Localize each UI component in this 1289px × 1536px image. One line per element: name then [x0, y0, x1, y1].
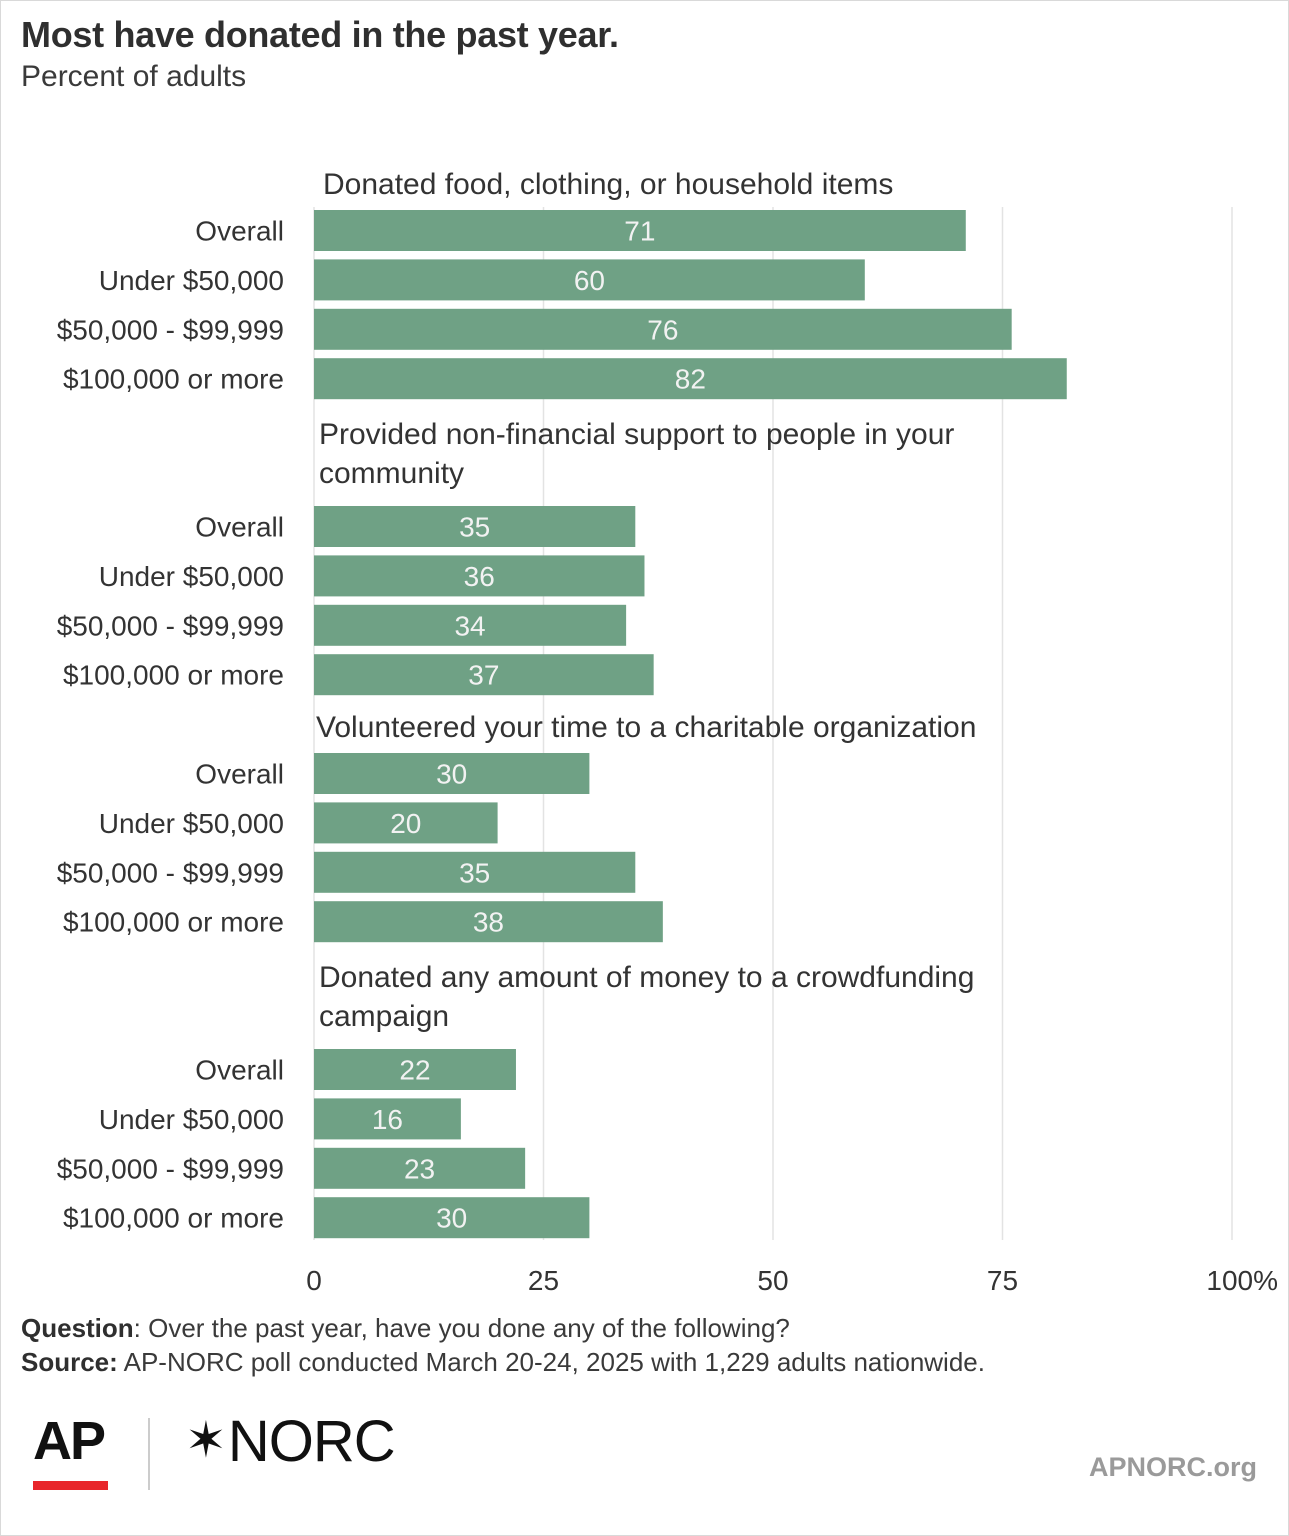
category-label-1-3: $100,000 or more [63, 660, 284, 691]
category-label-1-0: Overall [195, 512, 284, 543]
bar-value-3-1: 16 [372, 1104, 403, 1135]
category-label-2-0: Overall [195, 759, 284, 790]
x-tick-label-1: 25 [528, 1265, 559, 1296]
question-text: : Over the past year, have you done any … [133, 1313, 790, 1343]
bar-1-0 [314, 506, 636, 547]
bar-3-3 [314, 1197, 590, 1239]
bar-1-2 [314, 604, 627, 646]
ap-logo-underline [33, 1481, 108, 1490]
bar-value-2-1: 20 [390, 808, 421, 839]
bar-1-3 [314, 654, 654, 696]
x-tick-label-3: 75 [987, 1265, 1018, 1296]
category-label-3-3: $100,000 or more [63, 1203, 284, 1234]
source-text: AP-NORC poll conducted March 20-24, 2025… [117, 1347, 985, 1377]
bar-value-3-3: 30 [436, 1203, 467, 1234]
norc-logo: ✶NORC [185, 1408, 396, 1475]
bar-3-2 [314, 1147, 526, 1189]
norc-logo-text: NORC [227, 1409, 396, 1474]
group-title-0-line-0: Donated food, clothing, or household ite… [323, 168, 893, 201]
website-link[interactable]: APNORC.org [1089, 1452, 1257, 1482]
bar-value-3-2: 23 [404, 1153, 435, 1184]
bar-0-3 [314, 358, 1067, 400]
bar-value-2-0: 30 [436, 759, 467, 790]
category-label-1-2: $50,000 - $99,999 [57, 610, 284, 641]
source-label: Source: [21, 1347, 118, 1377]
bar-value-0-2: 76 [647, 314, 678, 345]
group-title-3-line-1: campaign [319, 1000, 449, 1033]
x-tick-label-4: 100% [1206, 1265, 1278, 1296]
source-note: Source: AP-NORC poll conducted March 20-… [21, 1347, 985, 1378]
category-label-0-3: $100,000 or more [63, 364, 284, 395]
category-label-0-0: Overall [195, 216, 284, 247]
bar-1-1 [314, 555, 645, 597]
norc-star-icon: ✶ [185, 1412, 227, 1468]
category-label-0-2: $50,000 - $99,999 [57, 314, 284, 345]
chart-subtitle: Percent of adults [21, 60, 247, 93]
bar-value-1-3: 37 [468, 660, 499, 691]
category-label-3-0: Overall [195, 1055, 284, 1086]
bar-2-1 [314, 802, 498, 844]
bar-chart: Donated food, clothing, or household ite… [57, 168, 1278, 1296]
category-label-2-2: $50,000 - $99,999 [57, 857, 284, 888]
group-title-1-line-0: Provided non-financial support to people… [319, 418, 954, 451]
bar-0-2 [314, 308, 1012, 350]
bar-value-2-2: 35 [459, 857, 490, 888]
logo-divider [148, 1418, 150, 1490]
chart-title: Most have donated in the past year. [21, 14, 619, 55]
question-label: Question [21, 1313, 134, 1343]
bar-value-1-2: 34 [454, 610, 485, 641]
bar-value-1-1: 36 [464, 561, 495, 592]
category-label-2-3: $100,000 or more [63, 907, 284, 938]
bar-value-0-0: 71 [624, 216, 655, 247]
bar-2-2 [314, 851, 636, 893]
bar-2-0 [314, 753, 590, 794]
group-title-1-line-1: community [319, 457, 464, 490]
category-label-2-1: Under $50,000 [99, 808, 284, 839]
x-tick-label-0: 0 [306, 1265, 322, 1296]
bar-0-1 [314, 259, 865, 301]
category-label-0-1: Under $50,000 [99, 265, 284, 296]
group-title-2-line-0: Volunteered your time to a charitable or… [316, 711, 976, 744]
bar-3-1 [314, 1098, 461, 1140]
bar-value-3-0: 22 [399, 1055, 430, 1086]
group-title-3-line-0: Donated any amount of money to a crowdfu… [319, 961, 974, 994]
x-tick-label-2: 50 [757, 1265, 788, 1296]
category-label-1-1: Under $50,000 [99, 561, 284, 592]
category-label-3-2: $50,000 - $99,999 [57, 1153, 284, 1184]
bar-value-2-3: 38 [473, 907, 504, 938]
category-label-3-1: Under $50,000 [99, 1104, 284, 1135]
ap-logo: AP [33, 1411, 106, 1471]
bar-value-1-0: 35 [459, 512, 490, 543]
bar-0-0 [314, 210, 966, 251]
bar-value-0-3: 82 [675, 364, 706, 395]
bar-2-3 [314, 901, 663, 943]
bar-3-0 [314, 1049, 516, 1090]
question-note: Question: Over the past year, have you d… [21, 1313, 790, 1344]
bar-value-0-1: 60 [574, 265, 605, 296]
